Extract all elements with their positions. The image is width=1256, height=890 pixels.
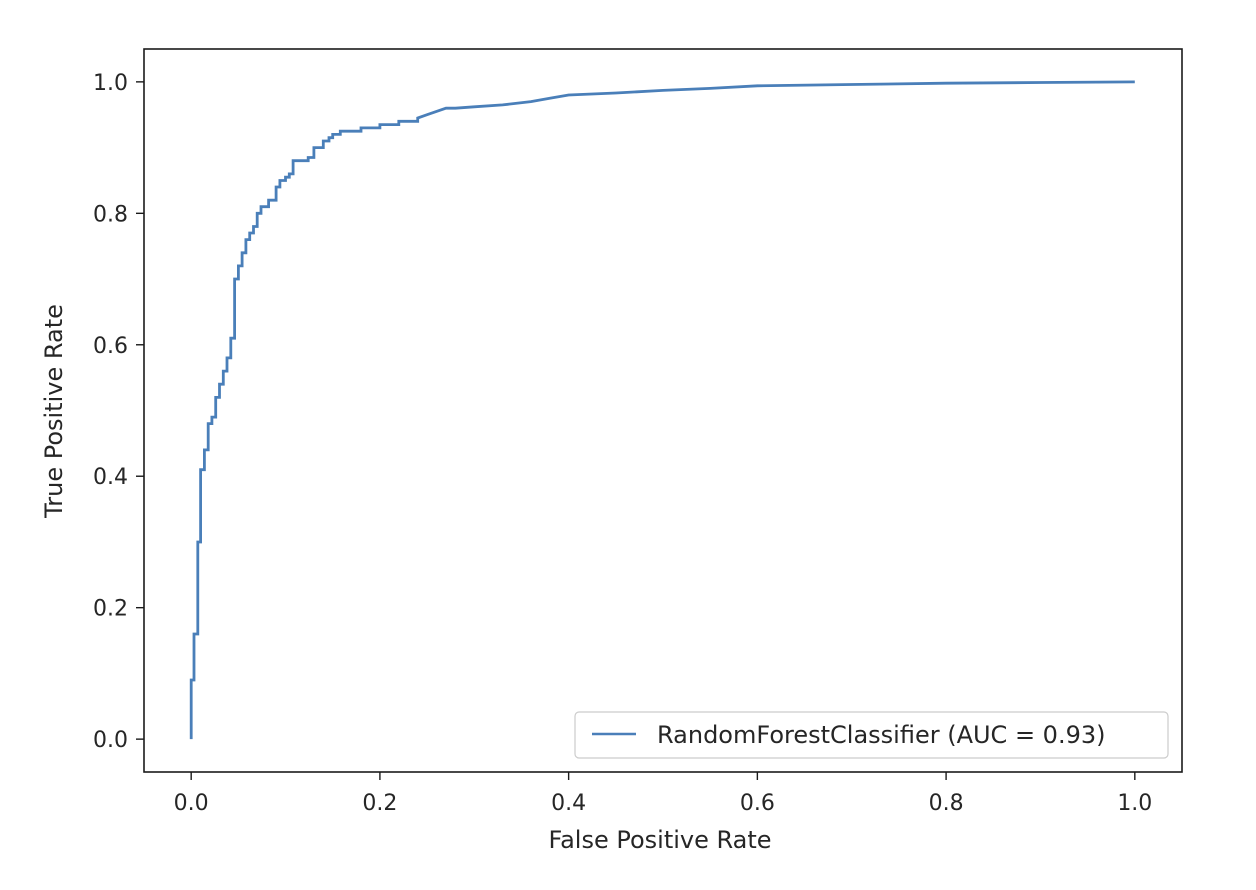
y-axis-label: True Positive Rate [40, 304, 68, 519]
x-tick-label: 0.8 [929, 791, 964, 816]
legend-box [574, 711, 1169, 759]
legend-label: RandomForestClassifier (AUC = 0.93) [657, 721, 1105, 749]
y-axis: 0.0 0.2 0.4 0.6 0.8 1.0 [93, 71, 144, 753]
plot-area [144, 49, 1182, 772]
y-tick-label: 0.6 [93, 334, 128, 359]
legend: RandomForestClassifier (AUC = 0.93) [574, 711, 1169, 759]
x-axis-label: False Positive Rate [548, 826, 771, 854]
x-axis: 0.0 0.2 0.4 0.6 0.8 1.0 [174, 772, 1152, 816]
y-tick-label: 0.2 [93, 597, 128, 622]
x-tick-label: 1.0 [1117, 791, 1152, 816]
y-tick-label: 0.4 [93, 465, 128, 490]
x-tick-label: 0.6 [740, 791, 775, 816]
x-tick-label: 0.4 [551, 791, 586, 816]
y-tick-label: 0.8 [93, 202, 128, 227]
series-line-0 [189, 80, 1135, 740]
x-tick-label: 0.0 [174, 791, 209, 816]
x-tick-label: 0.2 [362, 791, 397, 816]
y-tick-label: 0.0 [93, 728, 128, 753]
y-tick-label: 1.0 [93, 71, 128, 96]
plot-frame [143, 48, 1183, 773]
series-layer [189, 80, 1135, 740]
